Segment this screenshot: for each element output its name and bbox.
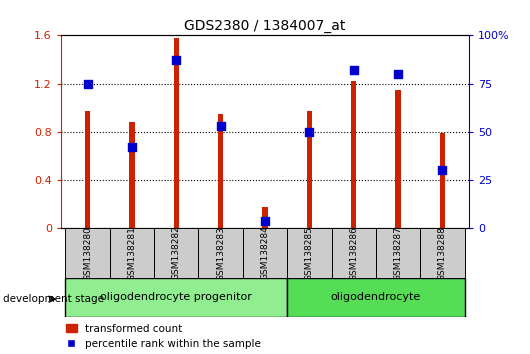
- Point: [83, 81, 92, 86]
- FancyBboxPatch shape: [376, 228, 420, 278]
- Bar: [307, 112, 312, 228]
- Text: GSM138286: GSM138286: [349, 225, 358, 281]
- FancyBboxPatch shape: [65, 228, 110, 278]
- Point: [438, 167, 447, 173]
- Text: GSM138287: GSM138287: [394, 225, 403, 281]
- Bar: [174, 39, 179, 228]
- Bar: [218, 114, 223, 228]
- Bar: [129, 122, 135, 228]
- FancyBboxPatch shape: [198, 228, 243, 278]
- FancyBboxPatch shape: [110, 228, 154, 278]
- Bar: [85, 112, 90, 228]
- FancyBboxPatch shape: [243, 228, 287, 278]
- Point: [394, 71, 402, 77]
- Text: GSM138288: GSM138288: [438, 225, 447, 281]
- FancyBboxPatch shape: [420, 228, 465, 278]
- Text: oligodendrocyte progenitor: oligodendrocyte progenitor: [100, 292, 252, 302]
- Point: [349, 67, 358, 73]
- Point: [128, 144, 136, 150]
- Text: oligodendrocyte: oligodendrocyte: [331, 292, 421, 302]
- Point: [216, 123, 225, 129]
- Legend: transformed count, percentile rank within the sample: transformed count, percentile rank withi…: [66, 324, 261, 349]
- Text: GSM138281: GSM138281: [127, 225, 136, 281]
- Text: development stage: development stage: [3, 294, 104, 304]
- Text: GSM138282: GSM138282: [172, 226, 181, 280]
- FancyBboxPatch shape: [287, 278, 465, 317]
- FancyBboxPatch shape: [65, 278, 287, 317]
- Point: [172, 58, 181, 63]
- FancyBboxPatch shape: [287, 228, 332, 278]
- Text: GSM138284: GSM138284: [261, 226, 269, 280]
- Bar: [440, 133, 445, 228]
- Point: [305, 129, 314, 135]
- Bar: [262, 207, 268, 228]
- Text: GSM138280: GSM138280: [83, 225, 92, 281]
- Point: [261, 218, 269, 223]
- Text: GSM138285: GSM138285: [305, 225, 314, 281]
- Title: GDS2380 / 1384007_at: GDS2380 / 1384007_at: [184, 19, 346, 33]
- Bar: [351, 81, 356, 228]
- FancyBboxPatch shape: [332, 228, 376, 278]
- Text: GSM138283: GSM138283: [216, 225, 225, 281]
- Bar: [395, 90, 401, 228]
- FancyBboxPatch shape: [154, 228, 198, 278]
